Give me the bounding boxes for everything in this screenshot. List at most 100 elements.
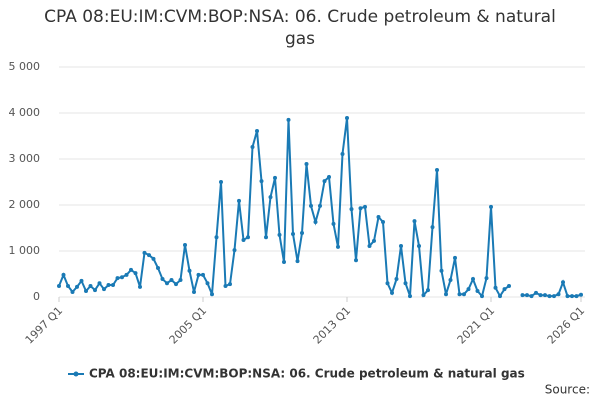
legend-dot: [73, 371, 79, 377]
data-point: [318, 203, 322, 208]
data-point: [223, 283, 228, 288]
data-point: [93, 288, 97, 293]
data-point: [547, 294, 552, 299]
data-point: [241, 237, 246, 242]
data-point: [372, 238, 376, 243]
data-point: [219, 180, 223, 184]
data-point: [295, 259, 300, 264]
data-point: [354, 258, 358, 263]
y-tick-label: 5 000: [9, 60, 41, 73]
data-point: [520, 293, 525, 298]
data-point: [381, 220, 385, 225]
data-point: [174, 282, 178, 287]
data-point: [525, 293, 529, 298]
data-point: [556, 292, 561, 297]
y-tick-label: 1 000: [9, 244, 41, 257]
data-point: [214, 235, 219, 240]
data-point: [196, 272, 201, 277]
data-point: [133, 271, 138, 276]
data-point: [421, 293, 426, 298]
data-point: [538, 293, 543, 298]
data-point: [507, 283, 511, 288]
data-point: [111, 283, 115, 288]
data-point: [327, 174, 331, 179]
data-point: [178, 277, 183, 282]
data-point: [138, 284, 142, 289]
data-point: [250, 145, 255, 150]
data-point: [309, 203, 313, 208]
data-point: [471, 277, 475, 282]
data-point: [61, 272, 66, 277]
data-point: [394, 277, 399, 282]
data-point: [498, 294, 502, 299]
data-point: [457, 292, 462, 297]
y-tick-label: 4 000: [9, 106, 41, 119]
data-point: [75, 284, 79, 289]
data-point: [169, 277, 174, 282]
data-point: [187, 268, 192, 273]
data-point: [70, 289, 75, 294]
data-point: [183, 243, 187, 248]
data-point: [336, 244, 340, 249]
x-tick-label: 1997 Q1: [23, 304, 66, 347]
data-point: [484, 276, 489, 281]
data-point: [304, 162, 309, 167]
data-point: [273, 175, 277, 180]
data-point: [264, 235, 268, 240]
data-point: [579, 292, 583, 297]
data-point: [115, 276, 120, 281]
data-point: [412, 219, 417, 224]
data-point: [502, 287, 507, 292]
data-point: [439, 268, 444, 273]
data-point: [268, 195, 273, 200]
data-point: [57, 283, 61, 288]
data-point: [493, 285, 498, 290]
data-point: [552, 294, 556, 299]
data-point: [66, 283, 70, 288]
data-point: [232, 248, 237, 253]
data-point: [106, 283, 111, 288]
data-point: [246, 235, 250, 240]
data-point: [331, 221, 336, 226]
data-point: [322, 179, 327, 184]
data-point: [399, 243, 403, 248]
x-tick-label: 2021 Q1: [455, 304, 498, 347]
data-point: [570, 294, 574, 299]
data-point: [565, 294, 570, 299]
data-point: [142, 250, 147, 255]
data-point: [453, 255, 457, 260]
data-point: [79, 278, 84, 283]
data-point: [300, 231, 304, 236]
data-point: [165, 281, 169, 286]
data-point: [345, 116, 349, 121]
data-point: [426, 288, 430, 293]
data-point: [129, 267, 133, 272]
data-point: [561, 280, 565, 285]
data-point: [282, 260, 286, 265]
x-tick-label: 2005 Q1: [167, 304, 210, 347]
data-point: [367, 243, 372, 248]
data-point: [201, 272, 205, 277]
data-point: [385, 281, 390, 286]
data-point: [529, 294, 534, 299]
data-point: [210, 292, 214, 297]
data-point: [358, 206, 363, 211]
source-label: Source:: [545, 383, 590, 397]
data-point: [277, 232, 282, 237]
data-point: [313, 220, 318, 225]
data-point: [448, 277, 453, 282]
y-tick-label: 3 000: [9, 152, 41, 165]
data-point: [403, 281, 408, 286]
data-point: [97, 281, 102, 286]
data-point: [147, 253, 151, 258]
data-point: [124, 272, 129, 277]
data-point: [480, 294, 484, 299]
data-point: [417, 243, 421, 248]
chart-title: CPA 08:EU:IM:CVM:BOP:NSA: 06. Crude petr…: [44, 7, 556, 49]
x-tick-label: 2026 Q1: [545, 304, 588, 347]
data-point: [574, 294, 579, 299]
data-point: [489, 204, 493, 209]
data-point: [475, 289, 480, 294]
